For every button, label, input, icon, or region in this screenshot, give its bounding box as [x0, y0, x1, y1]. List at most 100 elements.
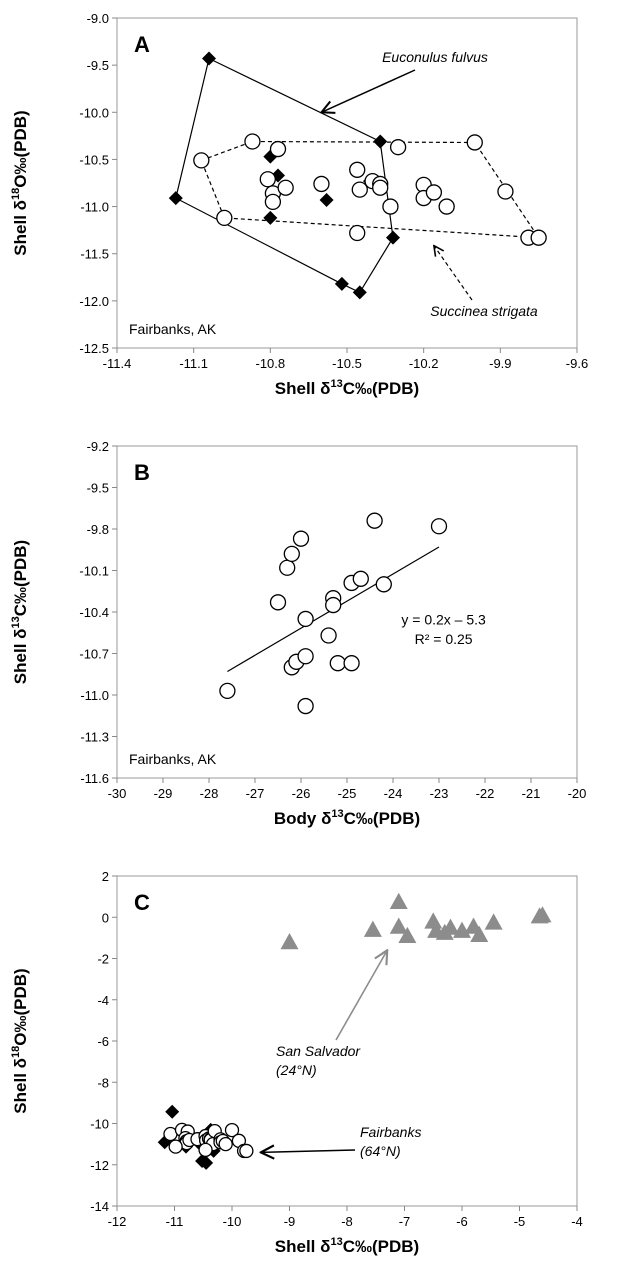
- data-point-circle: [269, 594, 287, 611]
- data-point-circle: [430, 518, 448, 535]
- data-point-triangle: [389, 892, 408, 909]
- plot-frame: [116, 17, 578, 349]
- data-point-circle: [425, 184, 443, 201]
- data-point-circle: [244, 133, 261, 150]
- x-tick-label: -11: [166, 1214, 184, 1229]
- x-tick-label: -25: [338, 786, 357, 801]
- panel-a: -11.4 -11.1 -10.8 -10.5 -10.2 -9.9 -9.6 -12.5 -1…: [10, 11, 588, 398]
- data-point-circle: [277, 179, 294, 196]
- y-tick-label: -11.0: [80, 688, 109, 703]
- y-tick-label: -9.8: [87, 522, 109, 537]
- data-point-circle: [224, 1122, 240, 1138]
- annotation-arrow: [434, 246, 473, 301]
- x-tick-label: -8: [341, 1214, 353, 1229]
- y-tick-label: -12: [90, 1158, 109, 1173]
- data-point-diamond: [373, 134, 388, 149]
- plot-frame: [116, 875, 578, 1207]
- y-tick-label: -12.5: [79, 341, 109, 356]
- trend-r2: R² = 0.25: [415, 631, 473, 647]
- data-point-circle: [264, 193, 282, 211]
- x-tick-label: -24: [384, 786, 403, 801]
- data-point-circle: [351, 181, 368, 198]
- y-tick-label: -11.0: [80, 200, 109, 215]
- panel-c: -12 -11 -10 -9 -8 -7 -6 -5 -4-14-12-10-8-6-4-202…: [10, 869, 583, 1256]
- annotation-succinea: Succinea strigata: [430, 303, 538, 319]
- x-tick-label: -26: [292, 786, 311, 801]
- x-tick-label: -20: [568, 786, 587, 801]
- data-point-circle: [343, 655, 360, 672]
- x-tick-label: -10.5: [332, 356, 362, 371]
- annotation-arrow: [261, 1150, 356, 1152]
- x-tick-label: -9: [284, 1214, 296, 1229]
- data-point-triangle: [398, 926, 417, 944]
- data-point-diamond: [334, 276, 349, 291]
- data-point-circle: [269, 140, 287, 158]
- x-tick-label: -23: [430, 786, 449, 801]
- data-point-triangle: [424, 912, 443, 929]
- y-tick-label: -11.6: [80, 771, 109, 786]
- data-point-triangle: [441, 918, 460, 935]
- panel-letter: A: [134, 32, 150, 57]
- data-point-circle: [219, 682, 236, 699]
- data-point-circle: [366, 512, 383, 529]
- data-point-triangle: [363, 920, 382, 937]
- annotation-san-salvador-lat: (24°N): [276, 1062, 317, 1078]
- y-tick-label: -10.1: [79, 564, 109, 579]
- data-point-diamond: [195, 1154, 210, 1169]
- data-point-circle: [497, 183, 514, 200]
- annotation-fairbanks: Fairbanks: [360, 1124, 421, 1140]
- data-point-circle: [216, 209, 233, 227]
- data-point-circle: [320, 627, 337, 644]
- y-tick-label: -10: [90, 1117, 109, 1132]
- data-point-triangle: [453, 921, 471, 938]
- data-point-diamond: [352, 285, 367, 300]
- data-point-circle: [352, 570, 369, 587]
- plot-frame: [116, 445, 578, 779]
- data-point-circle: [297, 610, 314, 628]
- y-tick-label: -4: [97, 993, 109, 1008]
- y-tick-label: -2: [97, 952, 109, 967]
- location-label: Fairbanks, AK: [129, 751, 217, 767]
- y-tick-label: -9.5: [87, 481, 109, 496]
- data-point-circle: [297, 697, 314, 715]
- y-tick-label: 2: [102, 869, 109, 884]
- annotation-fairbanks-lat: (64°N): [360, 1143, 401, 1159]
- y-axis-title: Shell δ13C‰(PDB): [10, 540, 30, 684]
- panel-b: -30 -29 -28 -27 -26 -25 -24 -23 -22 -21 -20 -11.6 -1…: [10, 439, 586, 828]
- x-tick-label: -22: [476, 786, 495, 801]
- y-tick-label: -11.3: [80, 730, 109, 745]
- panel-letter: C: [134, 890, 150, 915]
- y-tick-label: -10.5: [79, 152, 109, 167]
- y-tick-label: -9.2: [87, 439, 109, 454]
- data-point-triangle: [389, 917, 408, 934]
- x-tick-label: -10: [223, 1214, 242, 1229]
- data-point-triangle: [533, 906, 552, 923]
- data-point-circle: [325, 596, 342, 614]
- y-tick-label: -9.0: [87, 11, 109, 26]
- data-point-triangle: [484, 913, 503, 930]
- data-point-circle: [438, 198, 455, 215]
- x-tick-label: -10.2: [409, 356, 439, 371]
- x-tick-label: -27: [246, 786, 265, 801]
- y-tick-label: -10.0: [79, 105, 109, 120]
- x-axis-title: Shell δ13C‰(PDB): [275, 1236, 419, 1256]
- x-tick-label: -30: [108, 786, 127, 801]
- x-tick-label: -12: [108, 1214, 127, 1229]
- y-tick-label: -8: [97, 1075, 109, 1090]
- data-point-circle: [259, 171, 276, 188]
- data-point-circle: [329, 655, 346, 672]
- data-point-diamond: [386, 230, 400, 245]
- x-axis-title: Body δ13C‰(PDB): [274, 808, 420, 828]
- data-point-circle: [349, 224, 366, 242]
- x-tick-label: -21: [522, 786, 541, 801]
- annotation-san-salvador: San Salvador: [276, 1043, 361, 1059]
- x-tick-label: -9.6: [566, 356, 588, 371]
- data-point-circle: [239, 1143, 254, 1159]
- data-point-circle: [193, 152, 210, 169]
- y-tick-label: -6: [97, 1034, 109, 1049]
- x-tick-label: -6: [456, 1214, 468, 1229]
- x-tick-label: -28: [200, 786, 219, 801]
- data-point-circle: [466, 134, 483, 151]
- x-tick-label: -9.9: [489, 356, 511, 371]
